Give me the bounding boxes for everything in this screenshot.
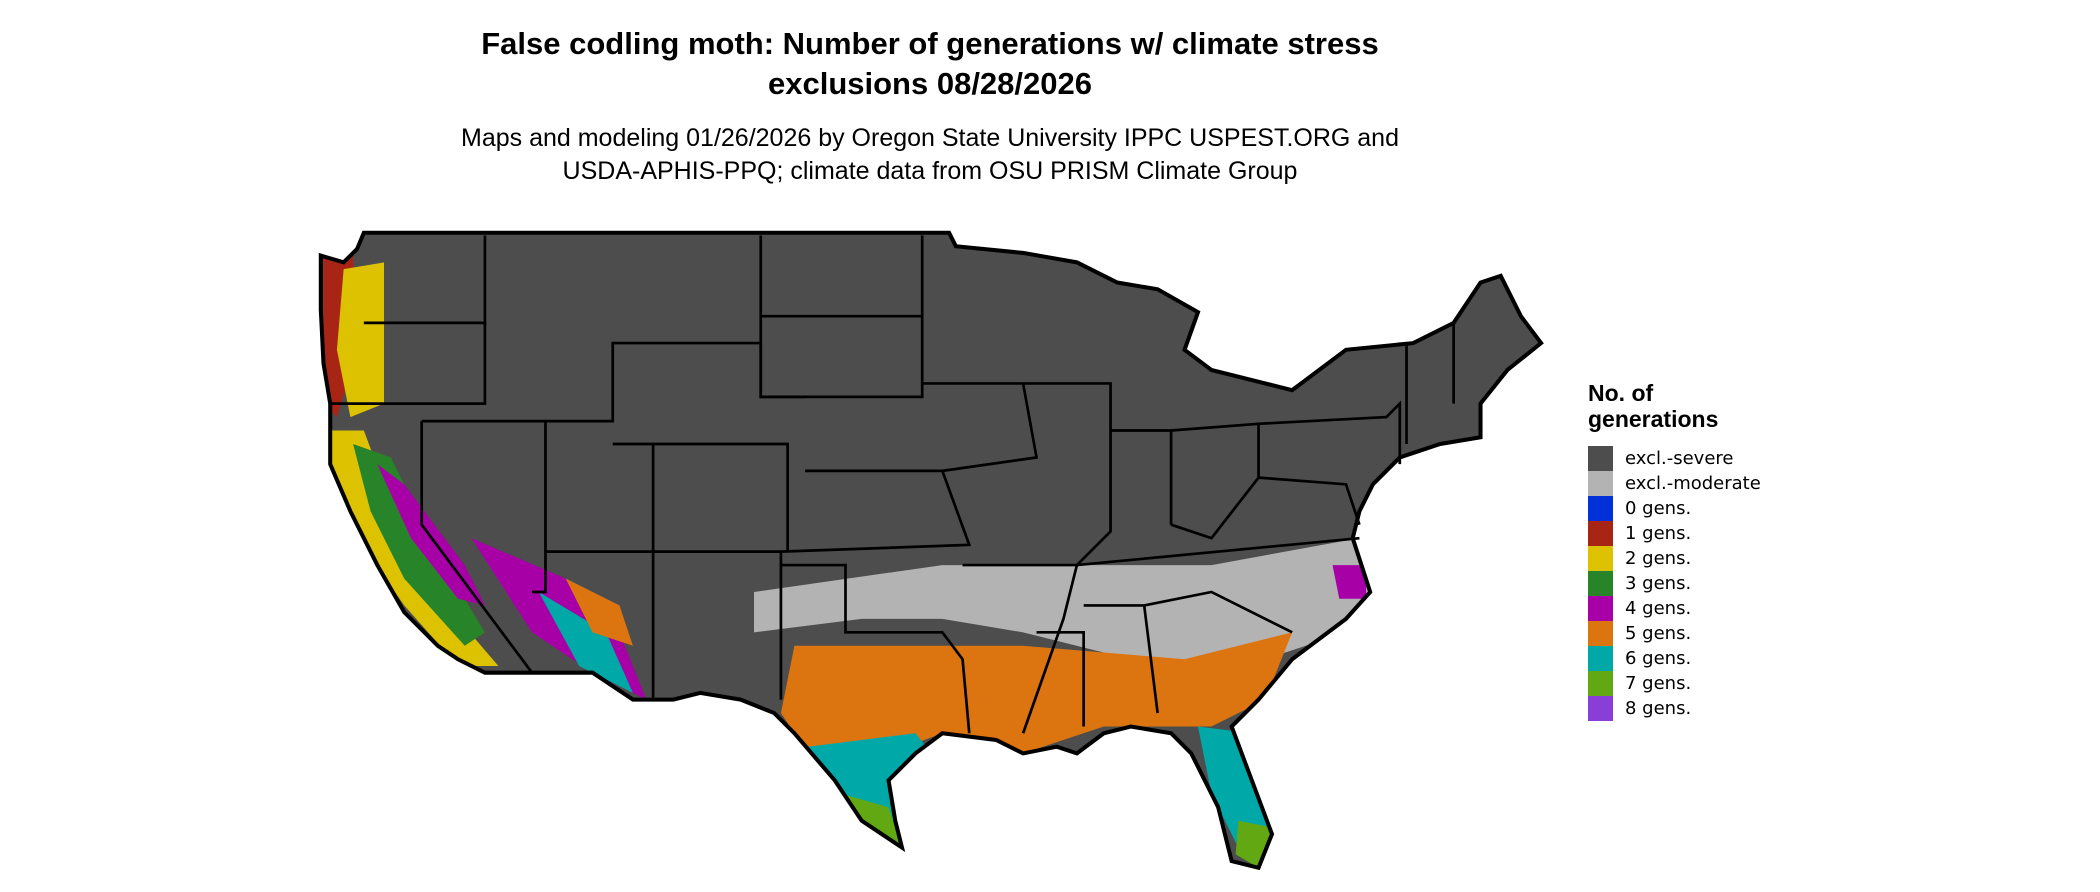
region-4-gens [377,464,485,606]
legend-label: 8 gens. [1625,698,1692,719]
legend-swatch [1588,496,1613,521]
legend-label: 3 gens. [1625,573,1692,594]
region-4-gens-nc [1332,565,1367,599]
legend-item: excl.-moderate [1588,471,1761,496]
legend-label: 7 gens. [1625,673,1692,694]
subtitle-line-1: Maps and modeling 01/26/2026 by Oregon S… [461,124,1399,152]
title-line-2: exclusions 08/28/2026 [767,66,1092,101]
legend-swatch [1588,446,1613,471]
legend-label: 5 gens. [1625,623,1692,644]
legend-label: excl.-moderate [1625,473,1761,494]
legend-items: excl.-severe excl.-moderate 0 gens. 1 gens.… [1588,446,1761,721]
legend-label: 4 gens. [1625,598,1692,619]
legend-title-line-1: No. of [1588,380,1654,406]
legend-title: No. of generations [1588,380,1761,432]
legend-item: excl.-severe [1588,446,1761,471]
map-title: False codling moth: Number of generation… [330,24,1530,104]
legend-swatch [1588,671,1613,696]
region-2-gens [336,262,385,418]
legend-swatch [1588,696,1613,721]
legend-label: 1 gens. [1625,523,1692,544]
legend-swatch [1588,596,1613,621]
region-excl-moderate [754,538,1400,673]
legend-label: 0 gens. [1625,498,1692,519]
legend-item: 7 gens. [1588,671,1761,696]
subtitle-line-2: USDA-APHIS-PPQ; climate data from OSU PR… [562,157,1298,185]
legend-swatch [1588,621,1613,646]
legend-item: 2 gens. [1588,546,1761,571]
legend-swatch [1588,471,1613,496]
legend-swatch [1588,571,1613,596]
legend-item: 8 gens. [1588,696,1761,721]
legend-swatch [1588,546,1613,571]
legend-label: 2 gens. [1625,548,1692,569]
state-borders [330,235,1455,734]
legend-item: 0 gens. [1588,496,1761,521]
legend-item: 4 gens. [1588,596,1761,621]
title-line-1: False codling moth: Number of generation… [481,26,1379,61]
region-7-gens-florida [1235,820,1272,868]
legend-item: 1 gens. [1588,521,1761,546]
region-5-gens-arizona [565,578,633,646]
map-subtitle: Maps and modeling 01/26/2026 by Oregon S… [330,122,1530,188]
legend-item: 5 gens. [1588,621,1761,646]
legend: No. of generations excl.-severe excl.-mod… [1588,380,1761,721]
legend-item: 6 gens. [1588,646,1761,671]
legend-label: 6 gens. [1625,648,1692,669]
region-7-gens-texas [841,793,903,848]
legend-title-line-2: generations [1588,406,1719,432]
legend-item: 3 gens. [1588,571,1761,596]
legend-swatch [1588,521,1613,546]
legend-swatch [1588,646,1613,671]
legend-label: excl.-severe [1625,448,1734,469]
region-6-gens-arizona [538,591,633,693]
